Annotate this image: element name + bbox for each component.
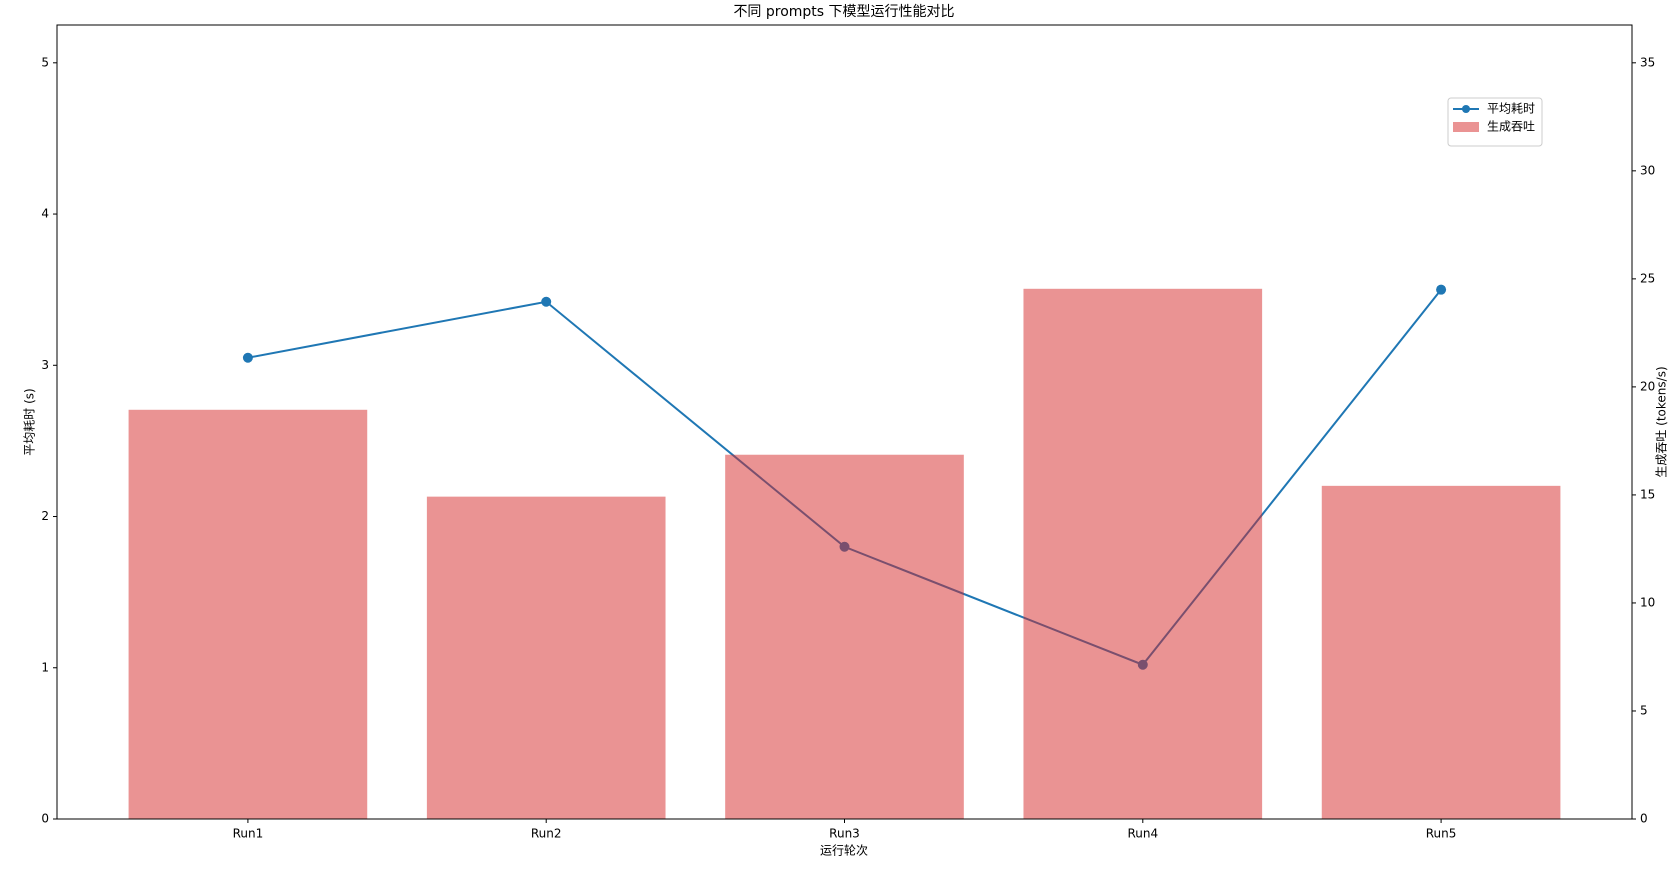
y2-tick-label: 20 (1640, 379, 1655, 393)
y-tick-label: 5 (41, 55, 49, 69)
y2-tick-label: 30 (1640, 163, 1655, 177)
x-axis-label: 运行轮次 (820, 844, 868, 858)
bar (1321, 485, 1561, 819)
y-tick-label: 4 (41, 207, 49, 221)
bar (128, 409, 368, 819)
y-tick-label: 0 (41, 812, 49, 826)
y-axis-label: 平均耗时 (s) (23, 388, 37, 455)
y2-axis-label: 生成吞吐 (tokens/s) (1655, 366, 1669, 477)
chart-title: 不同 prompts 下模型运行性能对比 (733, 4, 954, 20)
y2-tick-label: 0 (1640, 812, 1648, 826)
y2-tick-label: 5 (1640, 703, 1648, 717)
y2-tick-label: 35 (1640, 55, 1655, 69)
y2-tick-label: 15 (1640, 487, 1655, 501)
x-tick-label: Run2 (531, 827, 562, 841)
line-point (1436, 284, 1447, 295)
x-tick-label: Run5 (1426, 827, 1457, 841)
legend-swatch (1462, 105, 1470, 113)
bar (725, 454, 964, 819)
x-tick-label: Run1 (233, 827, 264, 841)
legend-label: 生成吞吐 (1487, 120, 1535, 134)
legend-label: 平均耗时 (1487, 102, 1535, 116)
y-tick-label: 2 (41, 509, 49, 523)
line-point (541, 296, 552, 307)
x-tick-label: Run4 (1127, 827, 1158, 841)
y2-tick-label: 10 (1640, 595, 1655, 609)
legend-swatch (1453, 122, 1479, 132)
y-tick-label: 1 (41, 660, 49, 674)
bar (1023, 288, 1263, 819)
line-point (242, 352, 253, 363)
y-tick-label: 3 (41, 358, 49, 372)
y2-tick-label: 25 (1640, 271, 1655, 285)
x-tick-label: Run3 (829, 827, 860, 841)
plot-frame (56, 24, 1633, 820)
bar (426, 496, 666, 819)
